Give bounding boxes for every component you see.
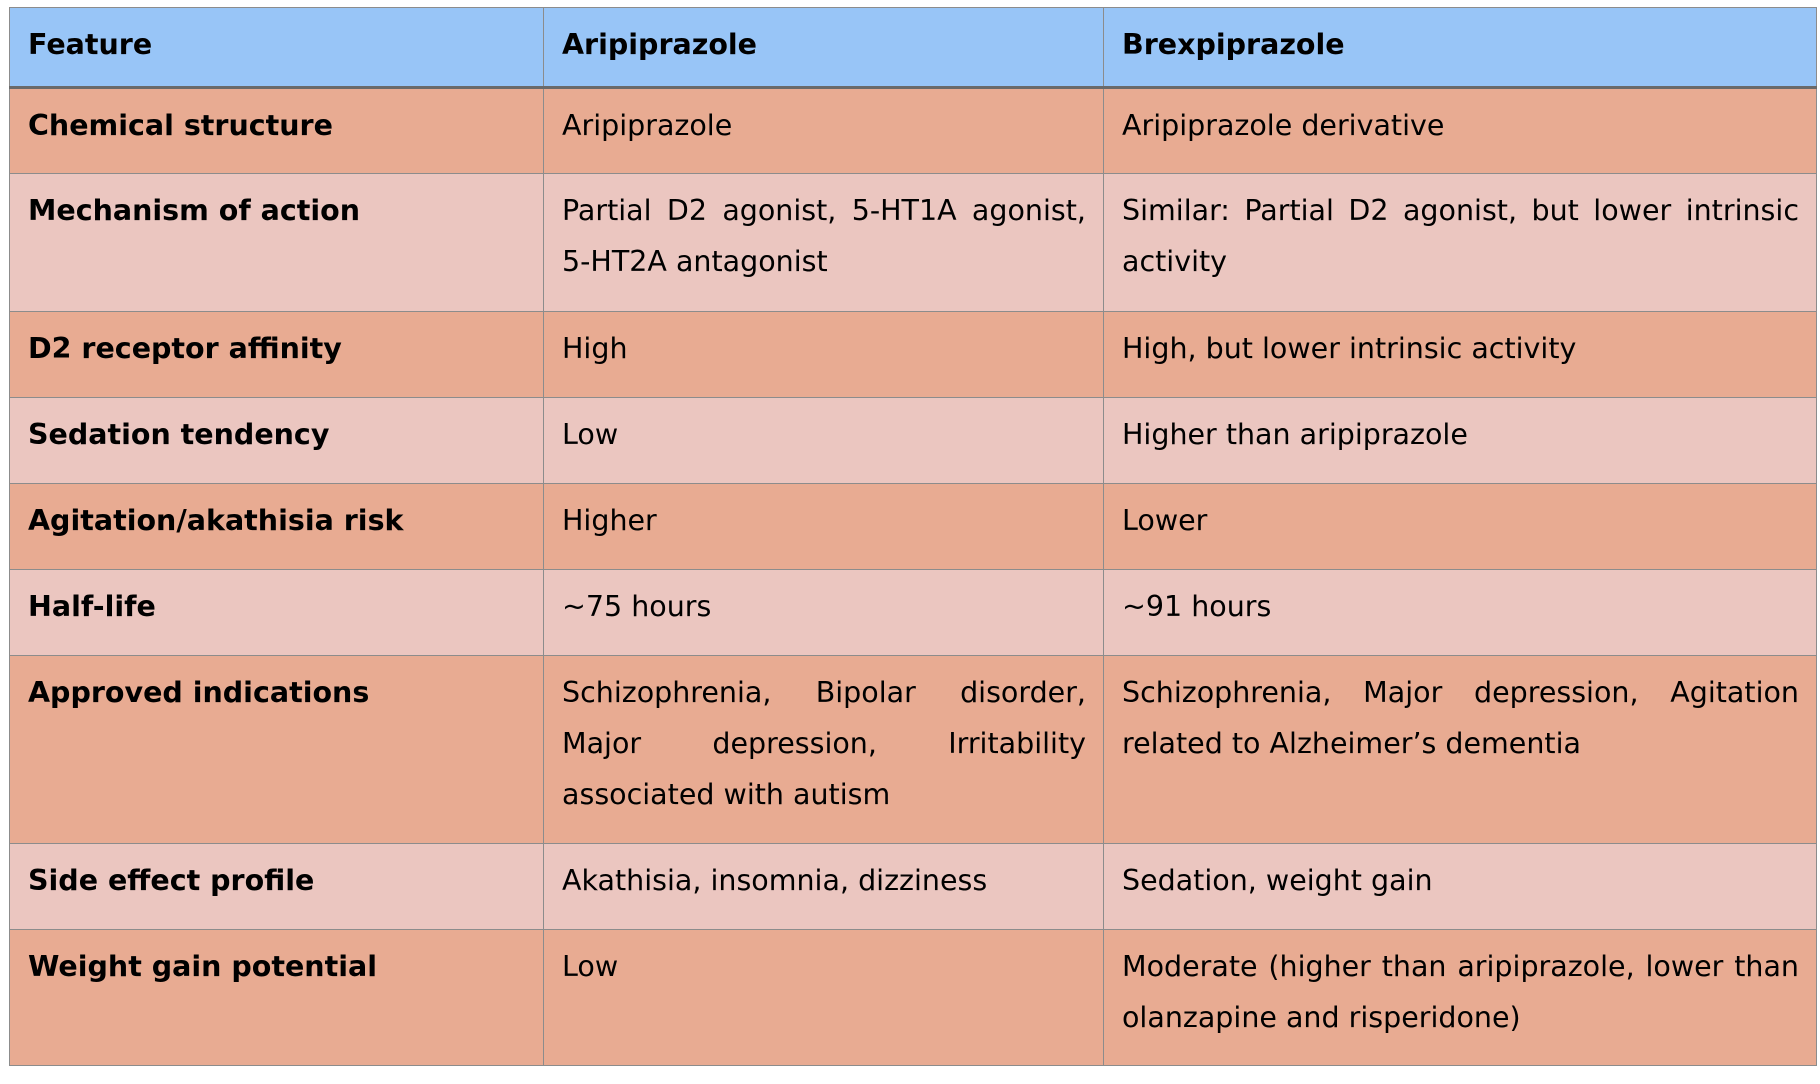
table-header: Feature Aripiprazole Brexpiprazole — [9, 7, 1817, 89]
brexpiprazole-cell: Aripiprazole derivative — [1103, 87, 1817, 174]
header-feature: Feature — [9, 7, 544, 89]
aripiprazole-cell: ~75 hours — [543, 569, 1104, 656]
table-body: Chemical structure Aripiprazole Aripipra… — [9, 87, 1817, 1066]
aripiprazole-cell: Low — [543, 397, 1104, 484]
table-row: Agitation/akathisia risk Higher Lower — [9, 483, 1817, 570]
brexpiprazole-cell: High, but lower intrinsic activity — [1103, 311, 1817, 398]
feature-cell: Sedation tendency — [9, 397, 544, 484]
brexpiprazole-cell: Schizophrenia, Major depression, Agitati… — [1103, 655, 1817, 844]
table-row: Side effect profile Akathisia, insomnia,… — [9, 843, 1817, 930]
feature-cell: Mechanism of action — [9, 173, 544, 312]
brexpiprazole-cell: Higher than aripiprazole — [1103, 397, 1817, 484]
header-row: Feature Aripiprazole Brexpiprazole — [9, 7, 1817, 89]
table-row: Half-life ~75 hours ~91 hours — [9, 569, 1817, 656]
brexpiprazole-cell: Lower — [1103, 483, 1817, 570]
table-row: Weight gain potential Low Moderate (high… — [9, 929, 1817, 1066]
table-row: Mechanism of action Partial D2 agonist, … — [9, 173, 1817, 312]
feature-cell: Weight gain potential — [9, 929, 544, 1066]
comparison-table: Feature Aripiprazole Brexpiprazole Chemi… — [9, 7, 1817, 1066]
feature-cell: Half-life — [9, 569, 544, 656]
comparison-table-container: Feature Aripiprazole Brexpiprazole Chemi… — [9, 7, 1817, 1066]
table-row: Approved indications Schizophrenia, Bipo… — [9, 655, 1817, 844]
aripiprazole-cell: High — [543, 311, 1104, 398]
feature-cell: Side effect profile — [9, 843, 544, 930]
feature-cell: Approved indications — [9, 655, 544, 844]
brexpiprazole-cell: Moderate (higher than aripiprazole, lowe… — [1103, 929, 1817, 1066]
brexpiprazole-cell: Similar: Partial D2 agonist, but lower i… — [1103, 173, 1817, 312]
aripiprazole-cell: Higher — [543, 483, 1104, 570]
aripiprazole-cell: Low — [543, 929, 1104, 1066]
brexpiprazole-cell: ~91 hours — [1103, 569, 1817, 656]
feature-cell: Agitation/akathisia risk — [9, 483, 544, 570]
table-row: Chemical structure Aripiprazole Aripipra… — [9, 87, 1817, 174]
aripiprazole-cell: Schizophrenia, Bipolar disorder, Major d… — [543, 655, 1104, 844]
brexpiprazole-cell: Sedation, weight gain — [1103, 843, 1817, 930]
header-aripiprazole: Aripiprazole — [543, 7, 1104, 89]
table-row: D2 receptor affinity High High, but lowe… — [9, 311, 1817, 398]
aripiprazole-cell: Partial D2 agonist, 5-HT1A agonist, 5-HT… — [543, 173, 1104, 312]
aripiprazole-cell: Akathisia, insomnia, dizziness — [543, 843, 1104, 930]
feature-cell: D2 receptor affinity — [9, 311, 544, 398]
table-row: Sedation tendency Low Higher than aripip… — [9, 397, 1817, 484]
header-brexpiprazole: Brexpiprazole — [1103, 7, 1817, 89]
feature-cell: Chemical structure — [9, 87, 544, 174]
aripiprazole-cell: Aripiprazole — [543, 87, 1104, 174]
